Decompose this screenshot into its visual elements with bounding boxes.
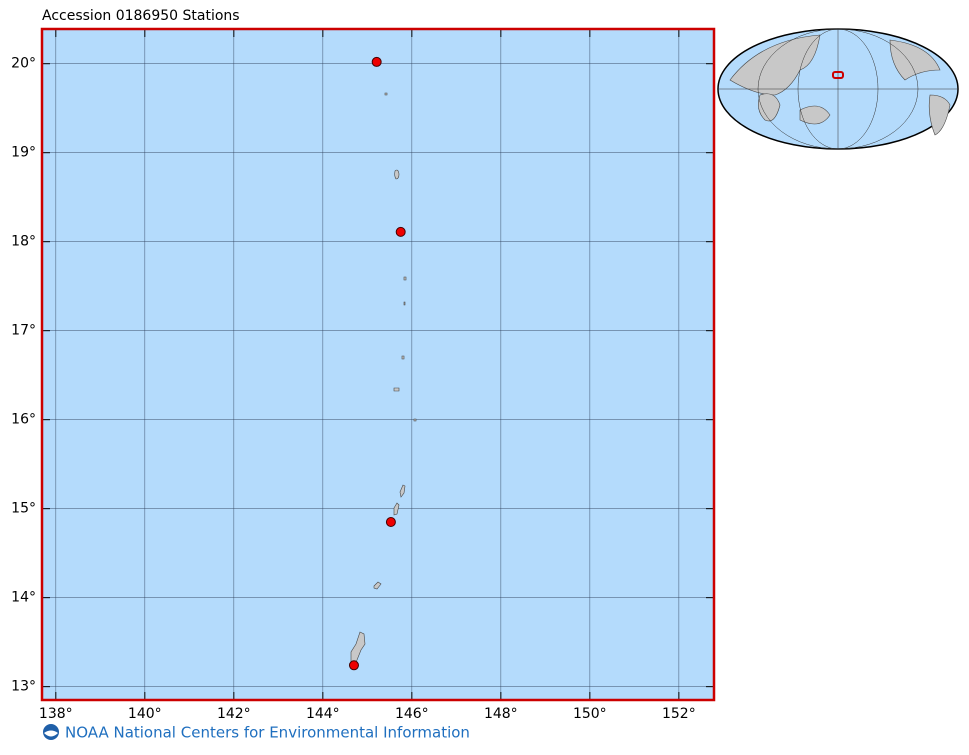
- island: [373, 581, 382, 590]
- map-frame: [40, 27, 716, 702]
- station-point: [385, 517, 396, 528]
- continent: [758, 93, 781, 122]
- islands: [350, 92, 417, 667]
- island: [393, 502, 400, 516]
- island: [413, 418, 417, 422]
- map-title: Accession 0186950 Stations: [42, 8, 240, 24]
- x-tick-label: 150°: [573, 706, 607, 722]
- x-tick-label: 140°: [128, 706, 162, 722]
- y-tick-label: 16°: [11, 412, 36, 428]
- footer-credit: NOAA National Centers for Environmental …: [65, 724, 470, 742]
- noaa-logo-wave: [44, 730, 58, 737]
- y-tick-label: 13°: [11, 679, 36, 695]
- x-tick-label: 146°: [395, 706, 429, 722]
- island: [394, 169, 400, 180]
- island: [401, 355, 405, 360]
- island: [403, 276, 407, 281]
- inset-globe: [717, 28, 959, 150]
- x-tick-label: 148°: [484, 706, 518, 722]
- y-tick-label: 15°: [11, 501, 36, 517]
- continent: [889, 39, 941, 81]
- station-point: [371, 56, 382, 67]
- station-point: [348, 660, 359, 671]
- x-tick-label: 144°: [306, 706, 340, 722]
- island: [393, 387, 400, 392]
- island: [384, 92, 388, 96]
- x-tick-label: 142°: [217, 706, 251, 722]
- y-tick-label: 17°: [11, 323, 36, 339]
- y-tick-label: 18°: [11, 234, 36, 250]
- continent: [799, 105, 831, 125]
- region-box: [832, 71, 844, 79]
- island: [399, 484, 406, 498]
- station-point: [395, 226, 406, 237]
- continent: [928, 94, 951, 136]
- x-tick-label: 138°: [39, 706, 73, 722]
- island: [403, 301, 406, 306]
- x-tick-label: 152°: [662, 706, 696, 722]
- map-area: [42, 29, 714, 700]
- y-tick-label: 19°: [11, 145, 36, 161]
- y-tick-label: 20°: [11, 56, 36, 72]
- y-tick-label: 14°: [11, 590, 36, 606]
